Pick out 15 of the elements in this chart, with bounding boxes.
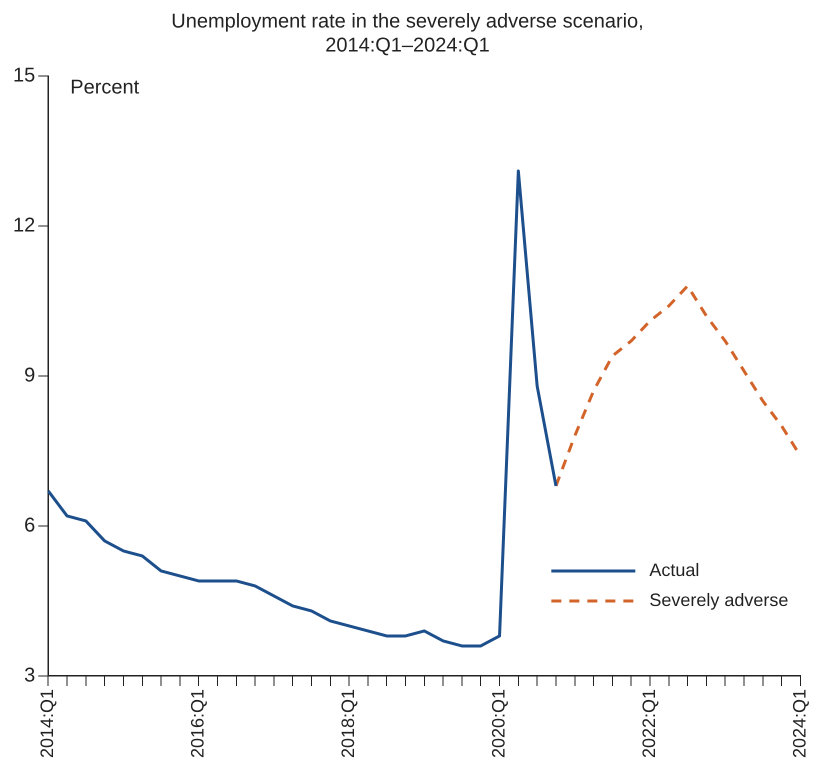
y-tick-label: 12: [12, 214, 36, 236]
chart-title: Unemployment rate in the severely adverse scenario, 2014:Q1–2024:Q1: [171, 10, 644, 57]
x-tick-label: 2024:Q1: [789, 688, 810, 758]
x-tick-label: 2018:Q1: [338, 688, 358, 758]
x-tick-label: 2020:Q1: [488, 688, 509, 758]
x-tick-label: 2014:Q1: [37, 688, 58, 758]
x-tick-label: 2016:Q1: [188, 688, 208, 758]
legend-label: Severely adverse: [649, 590, 788, 610]
y-axis-title: Percent: [70, 76, 140, 99]
y-tick-label: 6: [24, 514, 36, 536]
legend-label: Actual: [649, 560, 700, 580]
x-tick-label: 2022:Q1: [638, 688, 659, 758]
y-tick-label: 3: [24, 664, 36, 686]
y-tick-label: 15: [12, 64, 36, 87]
y-tick-label: 9: [24, 364, 36, 386]
